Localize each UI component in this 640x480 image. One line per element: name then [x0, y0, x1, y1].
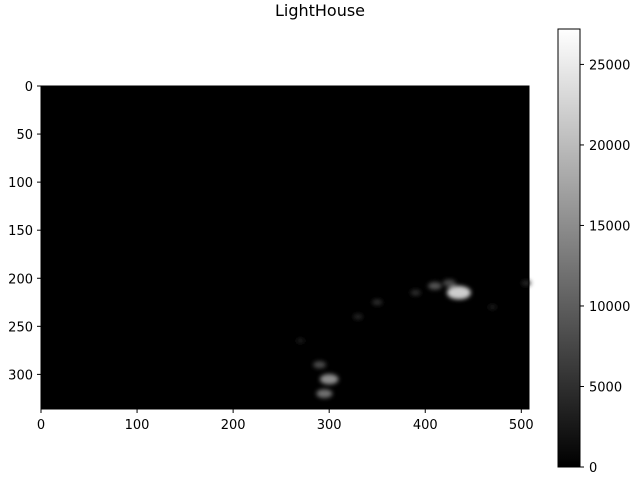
colorbar-tick-label: 25000 [589, 58, 630, 73]
bright-features [295, 279, 531, 399]
bright-feature [442, 279, 456, 287]
x-tick-label: 400 [413, 418, 438, 433]
colorbar-tick-label: 5000 [589, 380, 622, 395]
y-tick-label: 0 [25, 80, 33, 95]
bright-feature [319, 374, 339, 385]
x-tick-label: 0 [37, 418, 45, 433]
image-background [41, 86, 529, 409]
bright-feature [372, 299, 383, 306]
bright-feature [316, 389, 333, 399]
bright-feature [446, 285, 471, 300]
colorbar: 0 5000 10000 15000 20000 25000 [557, 28, 630, 476]
x-tick-label: 200 [221, 418, 246, 433]
x-tick-label: 500 [509, 418, 534, 433]
chart-title: LightHouse [275, 1, 365, 20]
bright-feature [410, 289, 421, 296]
x-tick-label: 300 [317, 418, 342, 433]
y-tick-label: 100 [8, 176, 33, 191]
bright-feature [488, 304, 497, 310]
y-tick-label: 300 [8, 368, 33, 383]
colorbar-tick-label: 20000 [589, 139, 630, 154]
bright-feature [428, 282, 442, 290]
colorbar-tick-label: 15000 [589, 219, 630, 234]
bright-feature [313, 361, 326, 369]
y-tick-label: 150 [8, 224, 33, 239]
x-axis: 0 100 200 300 400 500 [37, 409, 534, 433]
image-frame [40, 85, 530, 410]
y-tick-label: 200 [8, 272, 33, 287]
colorbar-gradient [557, 28, 581, 468]
y-axis: 0 50 100 150 200 250 300 [8, 80, 41, 383]
bright-feature [353, 314, 363, 320]
y-tick-label: 50 [16, 128, 33, 143]
y-tick-label: 250 [8, 320, 33, 335]
x-tick-label: 100 [125, 418, 150, 433]
colorbar-tick-label: 10000 [589, 300, 630, 315]
image-area [40, 85, 531, 410]
colorbar-tick-label: 0 [589, 461, 597, 476]
colorbar-axis: 0 5000 10000 15000 20000 25000 [580, 58, 630, 476]
bright-feature [295, 338, 305, 344]
